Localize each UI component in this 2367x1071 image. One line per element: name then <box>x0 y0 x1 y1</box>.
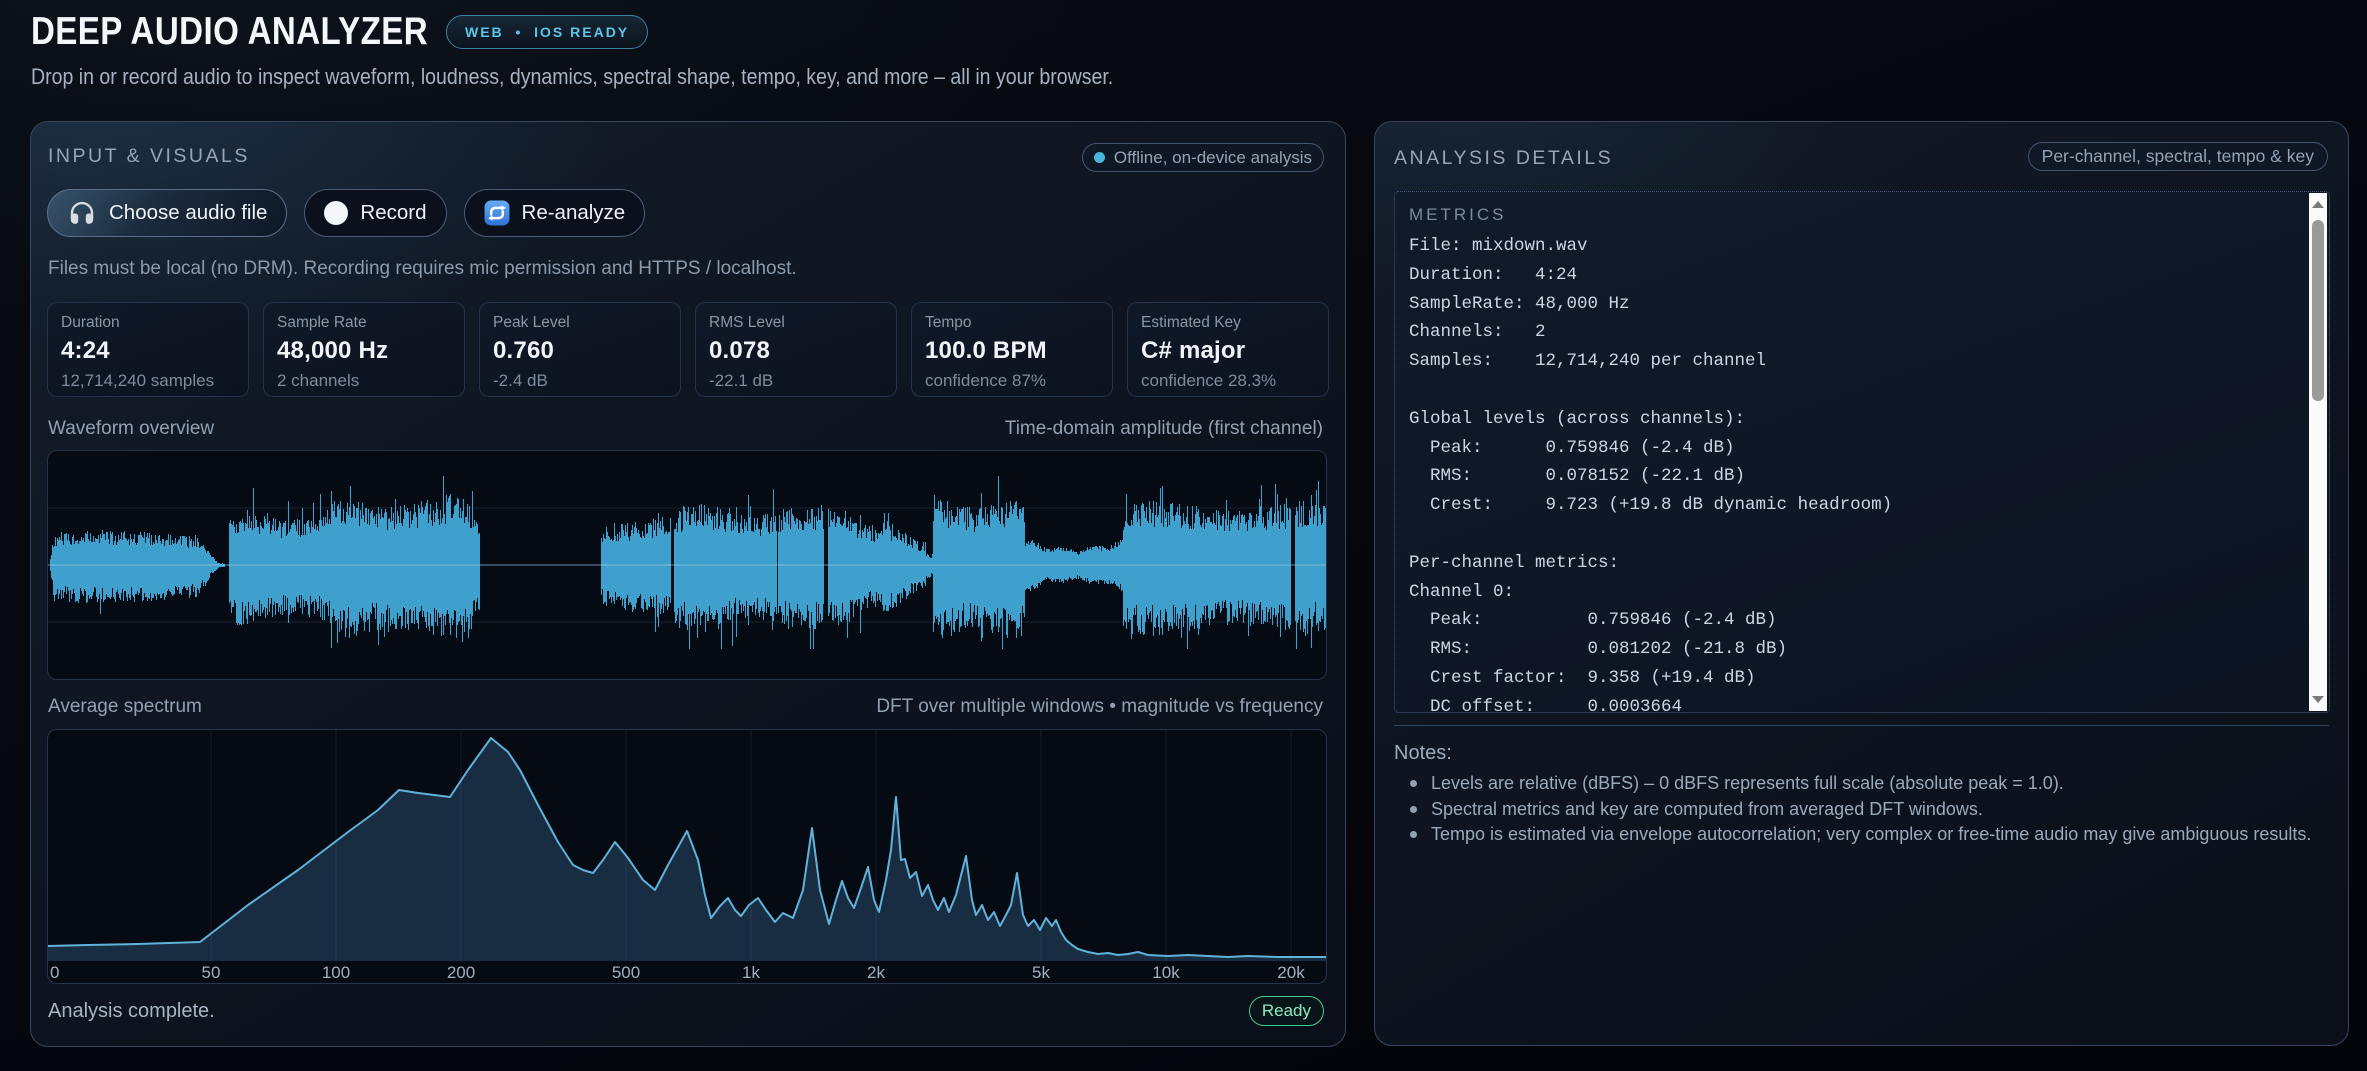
svg-text:1k: 1k <box>742 963 760 982</box>
svg-text:0: 0 <box>50 963 59 982</box>
svg-text:20k: 20k <box>1277 963 1305 982</box>
svg-text:500: 500 <box>612 963 640 982</box>
svg-text:2k: 2k <box>867 963 885 982</box>
svg-text:100: 100 <box>322 963 350 982</box>
svg-text:200: 200 <box>447 963 475 982</box>
svg-text:5k: 5k <box>1032 963 1050 982</box>
svg-text:10k: 10k <box>1152 963 1180 982</box>
svg-text:50: 50 <box>202 963 221 982</box>
